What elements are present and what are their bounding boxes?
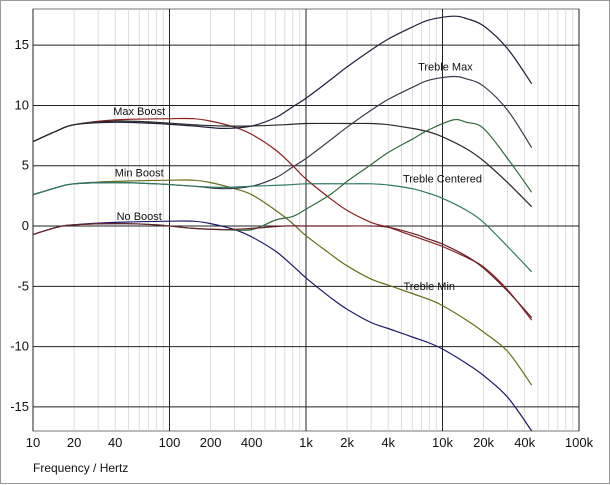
series-line-2 — [32, 179, 533, 386]
curve-label: Max Boost — [113, 106, 165, 118]
y-tick-label: 5 — [22, 158, 29, 173]
series-line-7 — [32, 181, 533, 273]
series-line-1 — [32, 117, 533, 321]
curve-label: Treble Min — [403, 281, 455, 293]
x-tick-label: 100k — [565, 435, 594, 450]
y-tick-label: 10 — [15, 97, 29, 112]
y-tick-label: -5 — [17, 278, 29, 293]
x-axis-label: Frequency / Hertz — [33, 461, 128, 475]
y-tick-label: -15 — [10, 399, 29, 414]
x-tick-label: 400 — [241, 435, 263, 450]
x-tick-label: 4k — [381, 435, 395, 450]
curve-label: Min Boost — [115, 168, 164, 180]
y-tick-label: 15 — [15, 37, 29, 52]
x-tick-label: 40 — [108, 435, 122, 450]
series-lines — [32, 15, 533, 432]
grid — [32, 8, 580, 432]
x-tick-label: 200 — [200, 435, 222, 450]
curve-label: No Boost — [117, 211, 162, 223]
series-line-5 — [32, 120, 533, 208]
x-tick-label: 100 — [159, 435, 181, 450]
x-tick-label: 2k — [340, 435, 354, 450]
x-tick-label: 40k — [514, 435, 535, 450]
tick-labels: 15 10 5 0 -5 -10 -15 10 20 40 100 200 400 1k 2k 4k 10k 20… — [10, 37, 593, 450]
series-line-4 — [32, 15, 533, 143]
y-tick-label: 0 — [22, 218, 29, 233]
x-tick-label: 10 — [26, 435, 40, 450]
curve-label: Treble Centered — [403, 174, 482, 186]
curve-annotations: Max Boost Min Boost No Boost Treble Max Treb… — [113, 61, 482, 292]
y-tick-label: -10 — [10, 339, 29, 354]
series-line-3 — [32, 220, 533, 432]
series-line-9 — [32, 222, 533, 319]
x-tick-label: 10k — [432, 435, 453, 450]
x-tick-label: 20 — [67, 435, 81, 450]
curve-label: Treble Max — [418, 61, 473, 73]
x-tick-label: 1k — [299, 435, 313, 450]
x-tick-label: 20k — [473, 435, 494, 450]
